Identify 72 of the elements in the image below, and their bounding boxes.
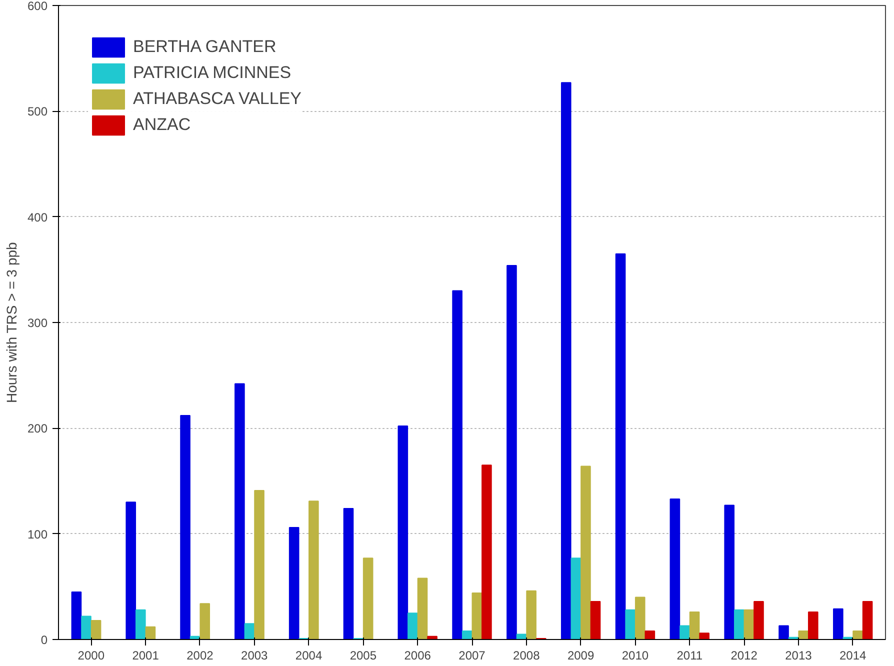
bar: [90, 620, 102, 640]
x-tick-label: 2013: [785, 648, 812, 662]
legend-label: BERTHA GANTER: [133, 36, 276, 58]
bar: [560, 82, 572, 640]
bar: [689, 612, 700, 640]
bar: [724, 504, 734, 640]
x-tick-label: 2006: [404, 648, 432, 662]
bar: [778, 625, 789, 640]
bar: [452, 290, 462, 640]
bar: [590, 600, 601, 640]
bar: [234, 383, 245, 640]
legend-label: PATRICIA MCINNES: [133, 62, 292, 84]
x-tick-label: 2012: [730, 648, 758, 662]
bar: [398, 426, 408, 640]
legend-label: ATHABASCA VALLEY: [133, 88, 302, 110]
bar: [343, 508, 354, 640]
bar: [244, 623, 255, 640]
bar: [482, 464, 492, 640]
bar: [644, 630, 656, 640]
bar: [699, 632, 710, 640]
bar: [362, 558, 374, 640]
x-tick-label: 2011: [676, 648, 703, 662]
bar: [417, 578, 428, 640]
bar: [180, 414, 190, 640]
x-tick-label: 2007: [458, 648, 486, 662]
bar: [81, 616, 92, 640]
bar: [744, 609, 754, 640]
bar: [308, 500, 319, 640]
x-tick-label: 2008: [513, 648, 540, 662]
bar: [634, 596, 646, 640]
bar: [288, 526, 300, 640]
x-tick-label: 2005: [350, 648, 377, 662]
bar: [136, 609, 146, 640]
x-tick-label: 2003: [241, 648, 268, 662]
bar: [580, 466, 591, 640]
y-tick-label: 300: [27, 316, 48, 330]
x-tick-label: 2004: [295, 648, 322, 662]
legend-label: ANZAC: [133, 114, 191, 136]
bar: [570, 558, 582, 640]
bar: [862, 600, 873, 640]
x-tick-label: 2001: [132, 648, 160, 662]
x-tick-label: 2014: [840, 648, 867, 662]
bar: [808, 612, 818, 640]
x-tick-label: 2002: [186, 648, 214, 662]
y-tick-label: 400: [27, 210, 48, 224]
x-tick-label: 2000: [78, 648, 105, 662]
bar: [526, 590, 536, 640]
bar: [798, 630, 808, 640]
y-tick-label: 600: [27, 0, 48, 13]
bar: [200, 603, 210, 640]
bar: [734, 609, 744, 640]
bar: [71, 591, 82, 640]
bar: [126, 502, 136, 640]
y-tick-label: 0: [40, 633, 48, 647]
bar: [833, 608, 844, 640]
bar: [506, 264, 517, 640]
x-tick-label: 2010: [622, 648, 649, 662]
bar: [625, 609, 636, 640]
bar: [472, 592, 482, 640]
bar: [408, 612, 418, 640]
bar: [615, 253, 626, 640]
y-axis-title: Hours with TRS > = 3 ppb: [3, 242, 20, 404]
y-tick-label: 200: [27, 422, 48, 436]
bar: [254, 490, 264, 640]
bar: [852, 630, 863, 640]
y-tick-label: 100: [27, 527, 48, 542]
bar: [680, 625, 690, 640]
bar: [670, 498, 680, 640]
bar: [145, 626, 156, 640]
y-tick-label: 500: [27, 104, 48, 119]
x-tick-label: 2009: [567, 648, 594, 662]
bar: [754, 600, 764, 640]
